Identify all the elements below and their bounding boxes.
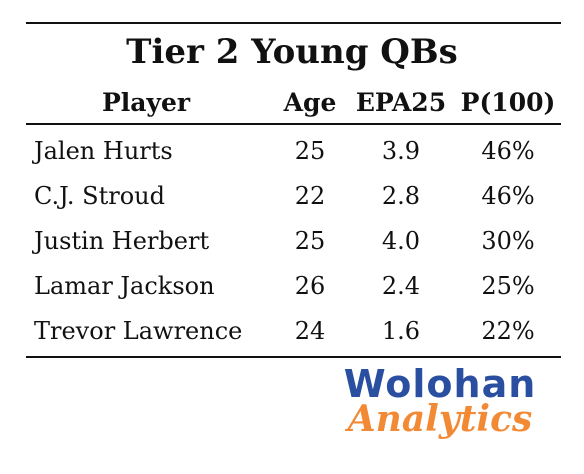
age-cell: 22 (294, 182, 326, 210)
table-row: Justin Herbert 25 4.0 30% (26, 218, 561, 264)
table-row: Jalen Hurts 25 3.9 46% (26, 128, 561, 174)
table-row: Trevor Lawrence 24 1.6 22% (26, 308, 561, 354)
wolohan-analytics-logo: Wolohan Analytics (318, 355, 568, 445)
age-cell: 25 (294, 137, 326, 165)
age-cell: 24 (294, 317, 326, 345)
table-top-rule (26, 22, 561, 24)
table-header-row: Player Age EPA25 P(100) (26, 84, 561, 122)
epa25-cell: 2.4 (381, 272, 421, 300)
column-header-epa25: EPA25 (355, 88, 447, 117)
player-cell: Justin Herbert (34, 227, 210, 255)
table-header-rule (26, 123, 561, 125)
logo-graphic: Wolohan Analytics (344, 362, 537, 440)
p100-cell: 22% (481, 317, 535, 345)
p100-cell: 46% (481, 182, 535, 210)
player-cell: Lamar Jackson (34, 272, 215, 300)
epa25-cell: 4.0 (381, 227, 421, 255)
table-row: C.J. Stroud 22 2.8 46% (26, 173, 561, 219)
column-header-player: Player (101, 88, 191, 117)
player-cell: Trevor Lawrence (34, 317, 243, 345)
table-bottom-rule (26, 356, 561, 358)
player-cell: Jalen Hurts (34, 137, 173, 165)
table-row: Lamar Jackson 26 2.4 25% (26, 263, 561, 309)
epa25-cell: 2.8 (381, 182, 421, 210)
age-cell: 26 (294, 272, 326, 300)
logo-wordmark-analytics: Analytics (345, 398, 533, 440)
player-cell: C.J. Stroud (34, 182, 165, 210)
table-title: Tier 2 Young QBs (126, 32, 458, 72)
p100-cell: 25% (481, 272, 535, 300)
logo-wordmark-wolohan: Wolohan (344, 362, 537, 406)
column-header-age: Age (283, 88, 337, 117)
epa25-cell: 1.6 (381, 317, 421, 345)
epa25-cell: 3.9 (381, 137, 421, 165)
p100-cell: 30% (481, 227, 535, 255)
p100-cell: 46% (481, 137, 535, 165)
age-cell: 25 (294, 227, 326, 255)
column-header-p100: P(100) (460, 88, 556, 117)
